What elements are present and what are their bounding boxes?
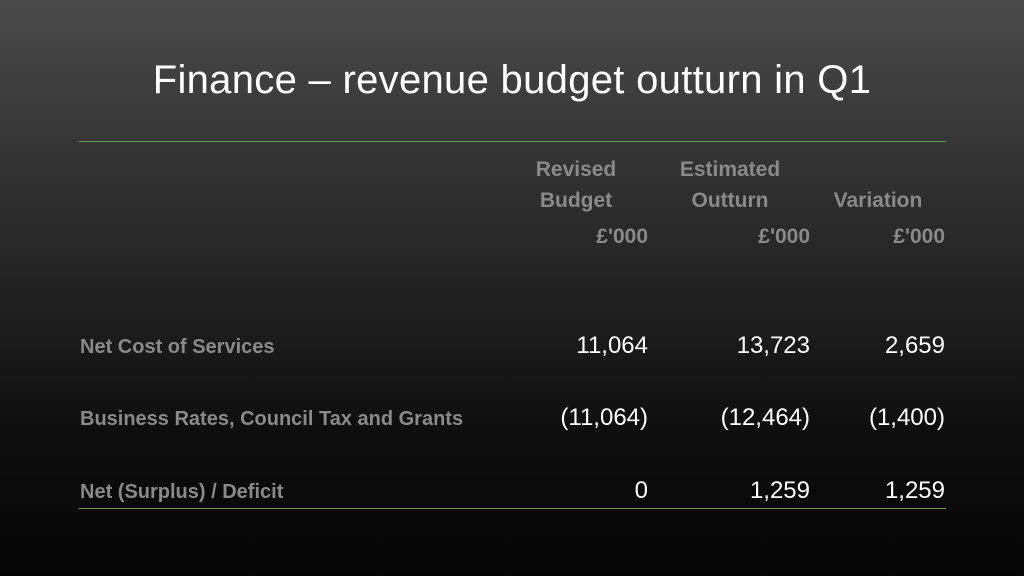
column-header-estimated-outturn: Estimated Outturn <box>660 154 800 216</box>
column-unit-estimated-outturn: £'000 <box>758 225 810 248</box>
cell-estimated-outturn: 13,723 <box>736 332 810 359</box>
row-label-net-cost-of-services: Net Cost of Services <box>80 336 275 358</box>
cell-estimated-outturn: 1,259 <box>749 477 810 504</box>
column-header-line1: Estimated <box>679 158 781 181</box>
table-bottom-rule <box>79 508 946 509</box>
column-header-variation: Variation <box>818 154 938 216</box>
column-unit-revised-budget: £'000 <box>596 225 648 248</box>
row-label-business-rates: Business Rates, Council Tax and Grants <box>80 408 464 430</box>
cell-estimated-outturn: (12,464) <box>720 404 810 431</box>
column-header-line1: Revised <box>535 158 617 181</box>
cell-variation: 2,659 <box>884 332 945 359</box>
cell-revised-budget: 0 <box>634 477 648 504</box>
column-header-revised-budget: Revised Budget <box>516 154 636 216</box>
column-header-line2: Variation <box>833 189 923 212</box>
slide-title: Finance – revenue budget outturn in Q1 <box>152 58 872 102</box>
column-unit-variation: £'000 <box>893 225 945 248</box>
cell-variation: 1,259 <box>884 477 945 504</box>
column-header-line1 <box>818 154 938 185</box>
cell-variation: (1,400) <box>868 404 945 431</box>
column-header-line2: Outturn <box>691 189 769 212</box>
cell-revised-budget: 11,064 <box>576 332 648 359</box>
column-header-line2: Budget <box>539 189 613 212</box>
row-label-net-surplus-deficit: Net (Surplus) / Deficit <box>80 481 284 503</box>
title-divider <box>79 141 946 142</box>
cell-revised-budget: (11,064) <box>560 404 648 431</box>
